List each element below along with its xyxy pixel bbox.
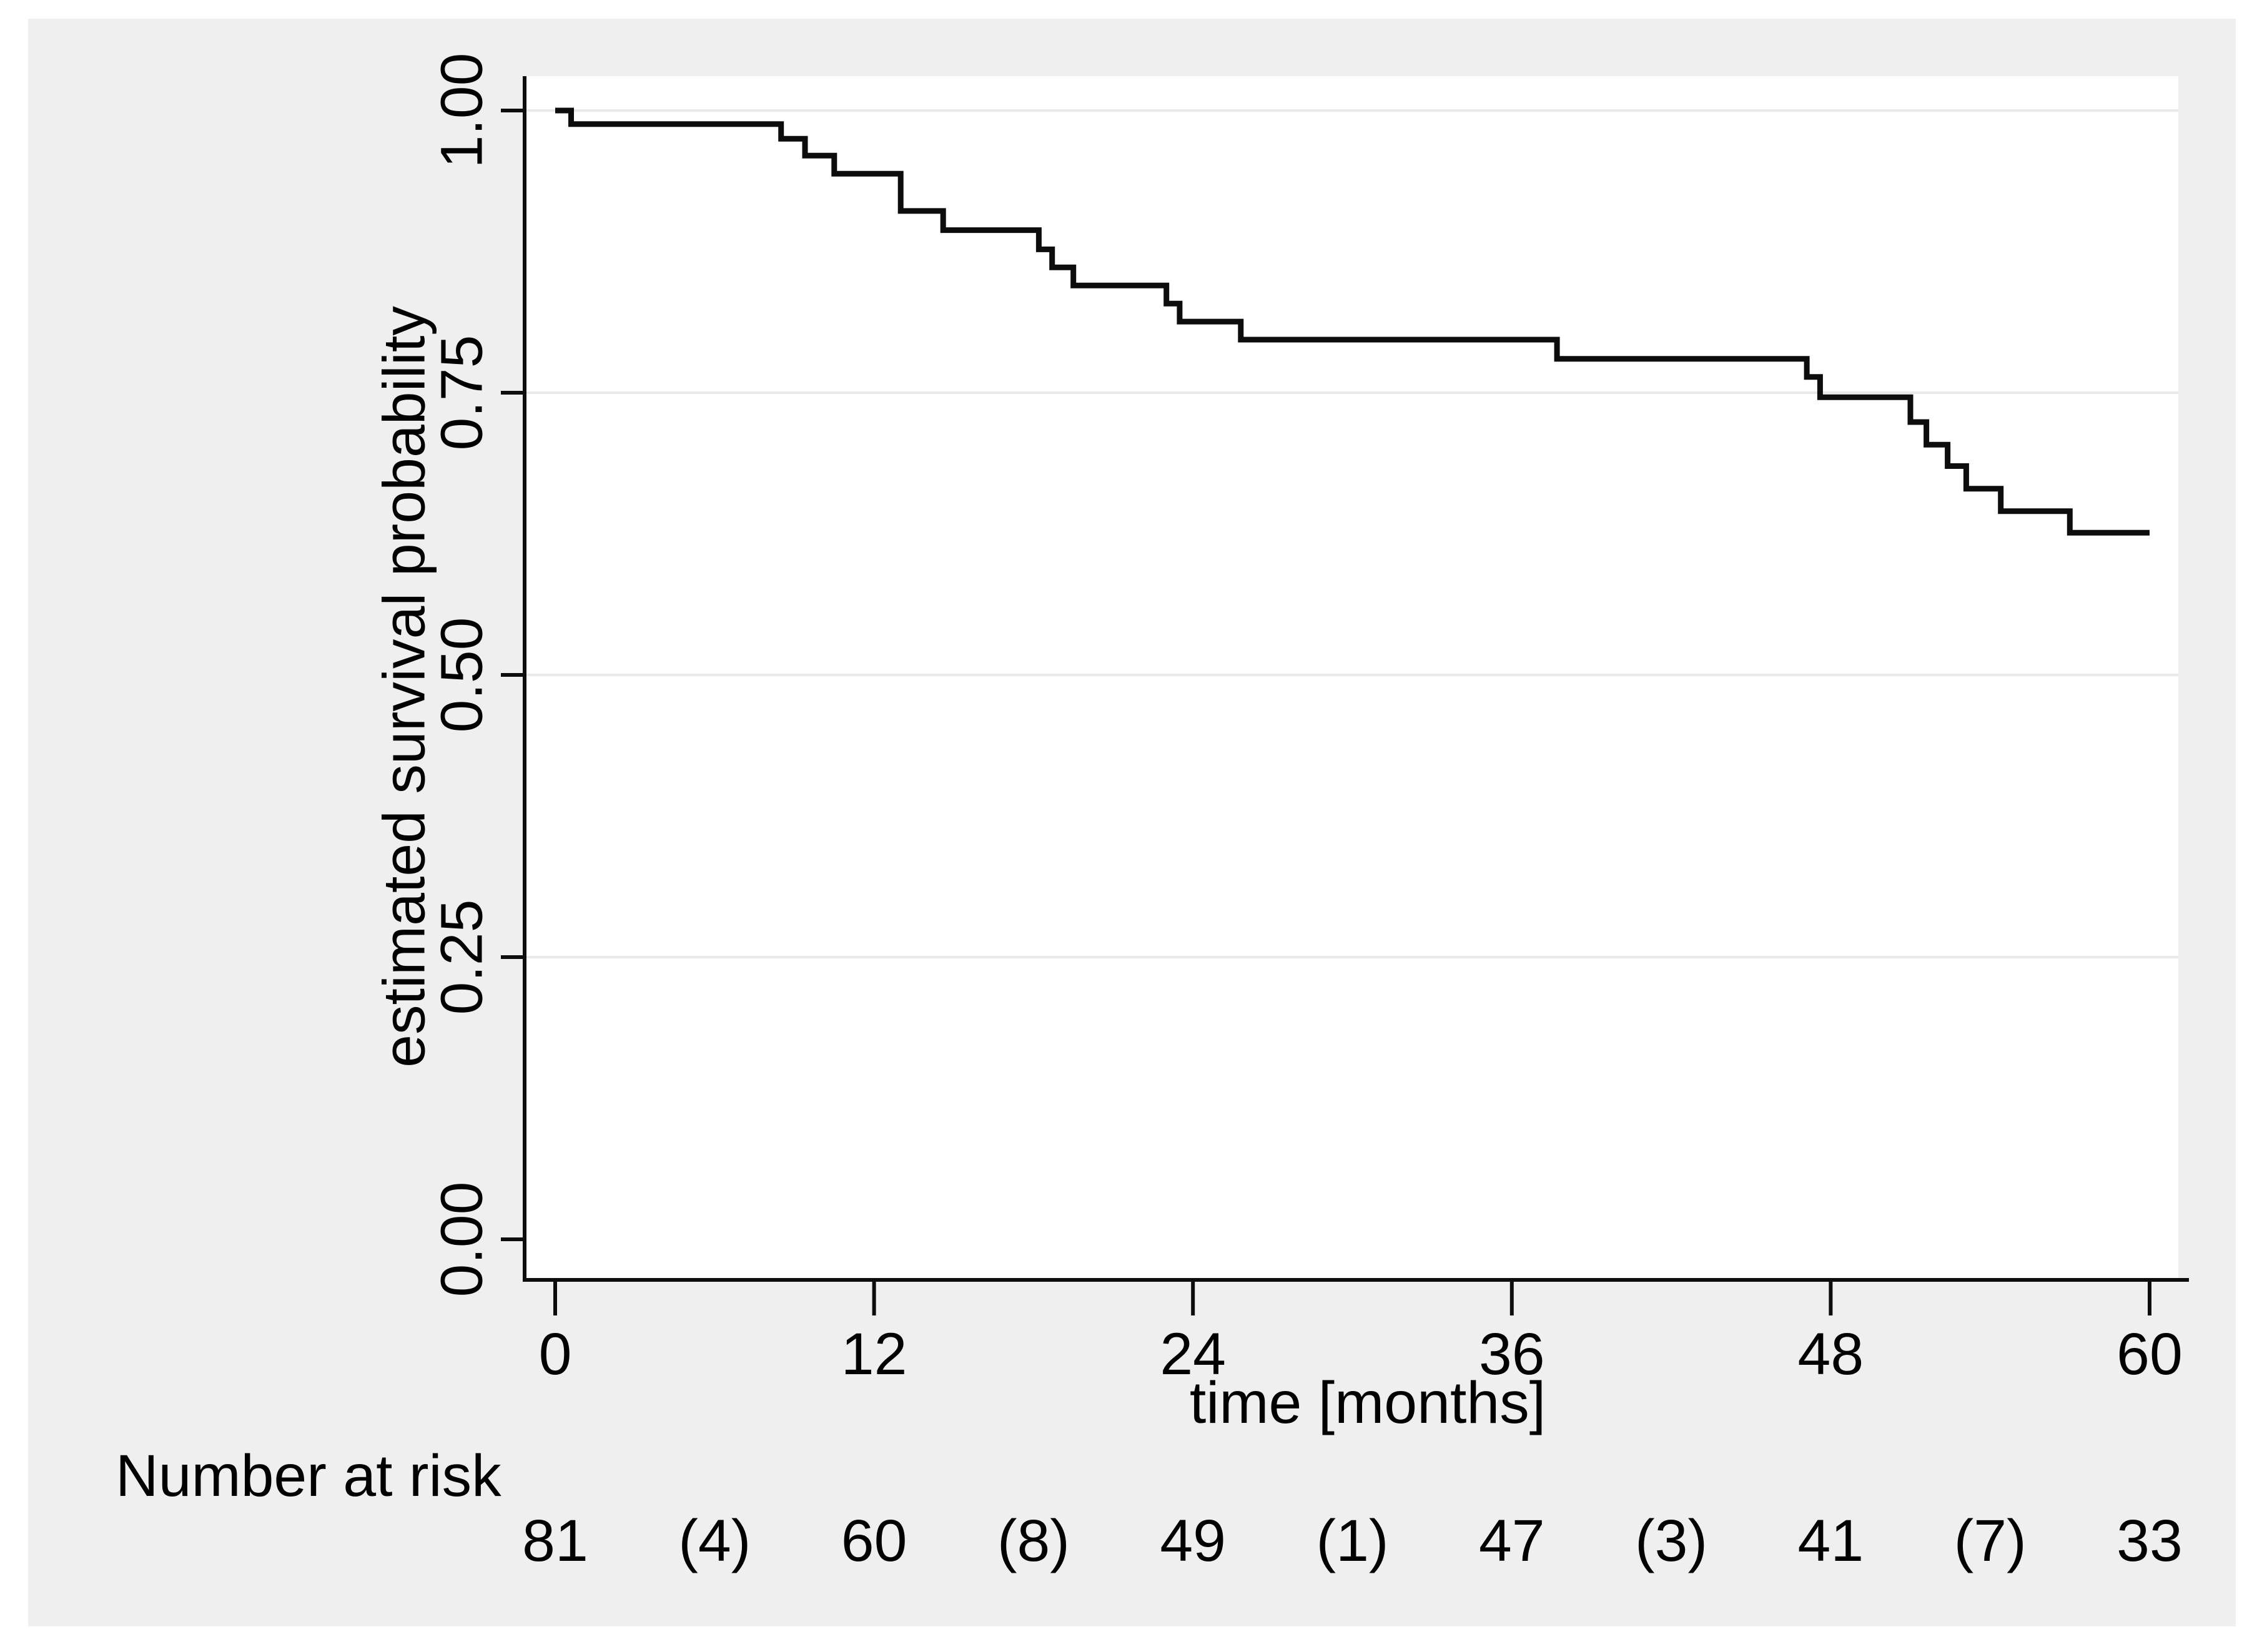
- x-tick-label-60: 60: [2116, 1321, 2183, 1387]
- x-tick-label-12: 12: [841, 1321, 907, 1387]
- x-axis-title: time [months]: [1189, 1370, 1546, 1436]
- y-tick-label-0.50: 0.50: [428, 617, 495, 733]
- risk-count-t30: (1): [1316, 1508, 1389, 1574]
- number-at-risk-title: Number at risk: [116, 1443, 501, 1509]
- risk-count-t42: (3): [1635, 1508, 1708, 1574]
- x-tick-label-48: 48: [1797, 1321, 1864, 1387]
- risk-count-t18: (8): [997, 1508, 1070, 1574]
- x-tick-label-36: 36: [1478, 1321, 1545, 1387]
- y-tick-label-0.25: 0.25: [428, 899, 495, 1015]
- risk-count-t60: 33: [2116, 1508, 2183, 1574]
- risk-count-t36: 47: [1478, 1508, 1545, 1574]
- risk-count-t6: (4): [678, 1508, 751, 1574]
- x-tick-label-24: 24: [1160, 1321, 1227, 1387]
- y-tick-label-1.00: 1.00: [428, 52, 495, 169]
- survival-curve: [555, 107, 2150, 536]
- y-tick-label-0.00: 0.00: [428, 1181, 495, 1297]
- y-axis-title: estimated survival probability: [371, 306, 438, 1068]
- risk-count-t12: 60: [841, 1508, 907, 1574]
- x-tick-label-0: 0: [538, 1321, 572, 1387]
- y-tick-label-0.75: 0.75: [428, 335, 495, 451]
- risk-count-t24: 49: [1160, 1508, 1227, 1574]
- plot-area: [526, 76, 2178, 1280]
- risk-count-t48: 41: [1797, 1508, 1864, 1574]
- risk-count-t0: 81: [522, 1508, 588, 1574]
- risk-count-t54: (7): [1953, 1508, 2027, 1574]
